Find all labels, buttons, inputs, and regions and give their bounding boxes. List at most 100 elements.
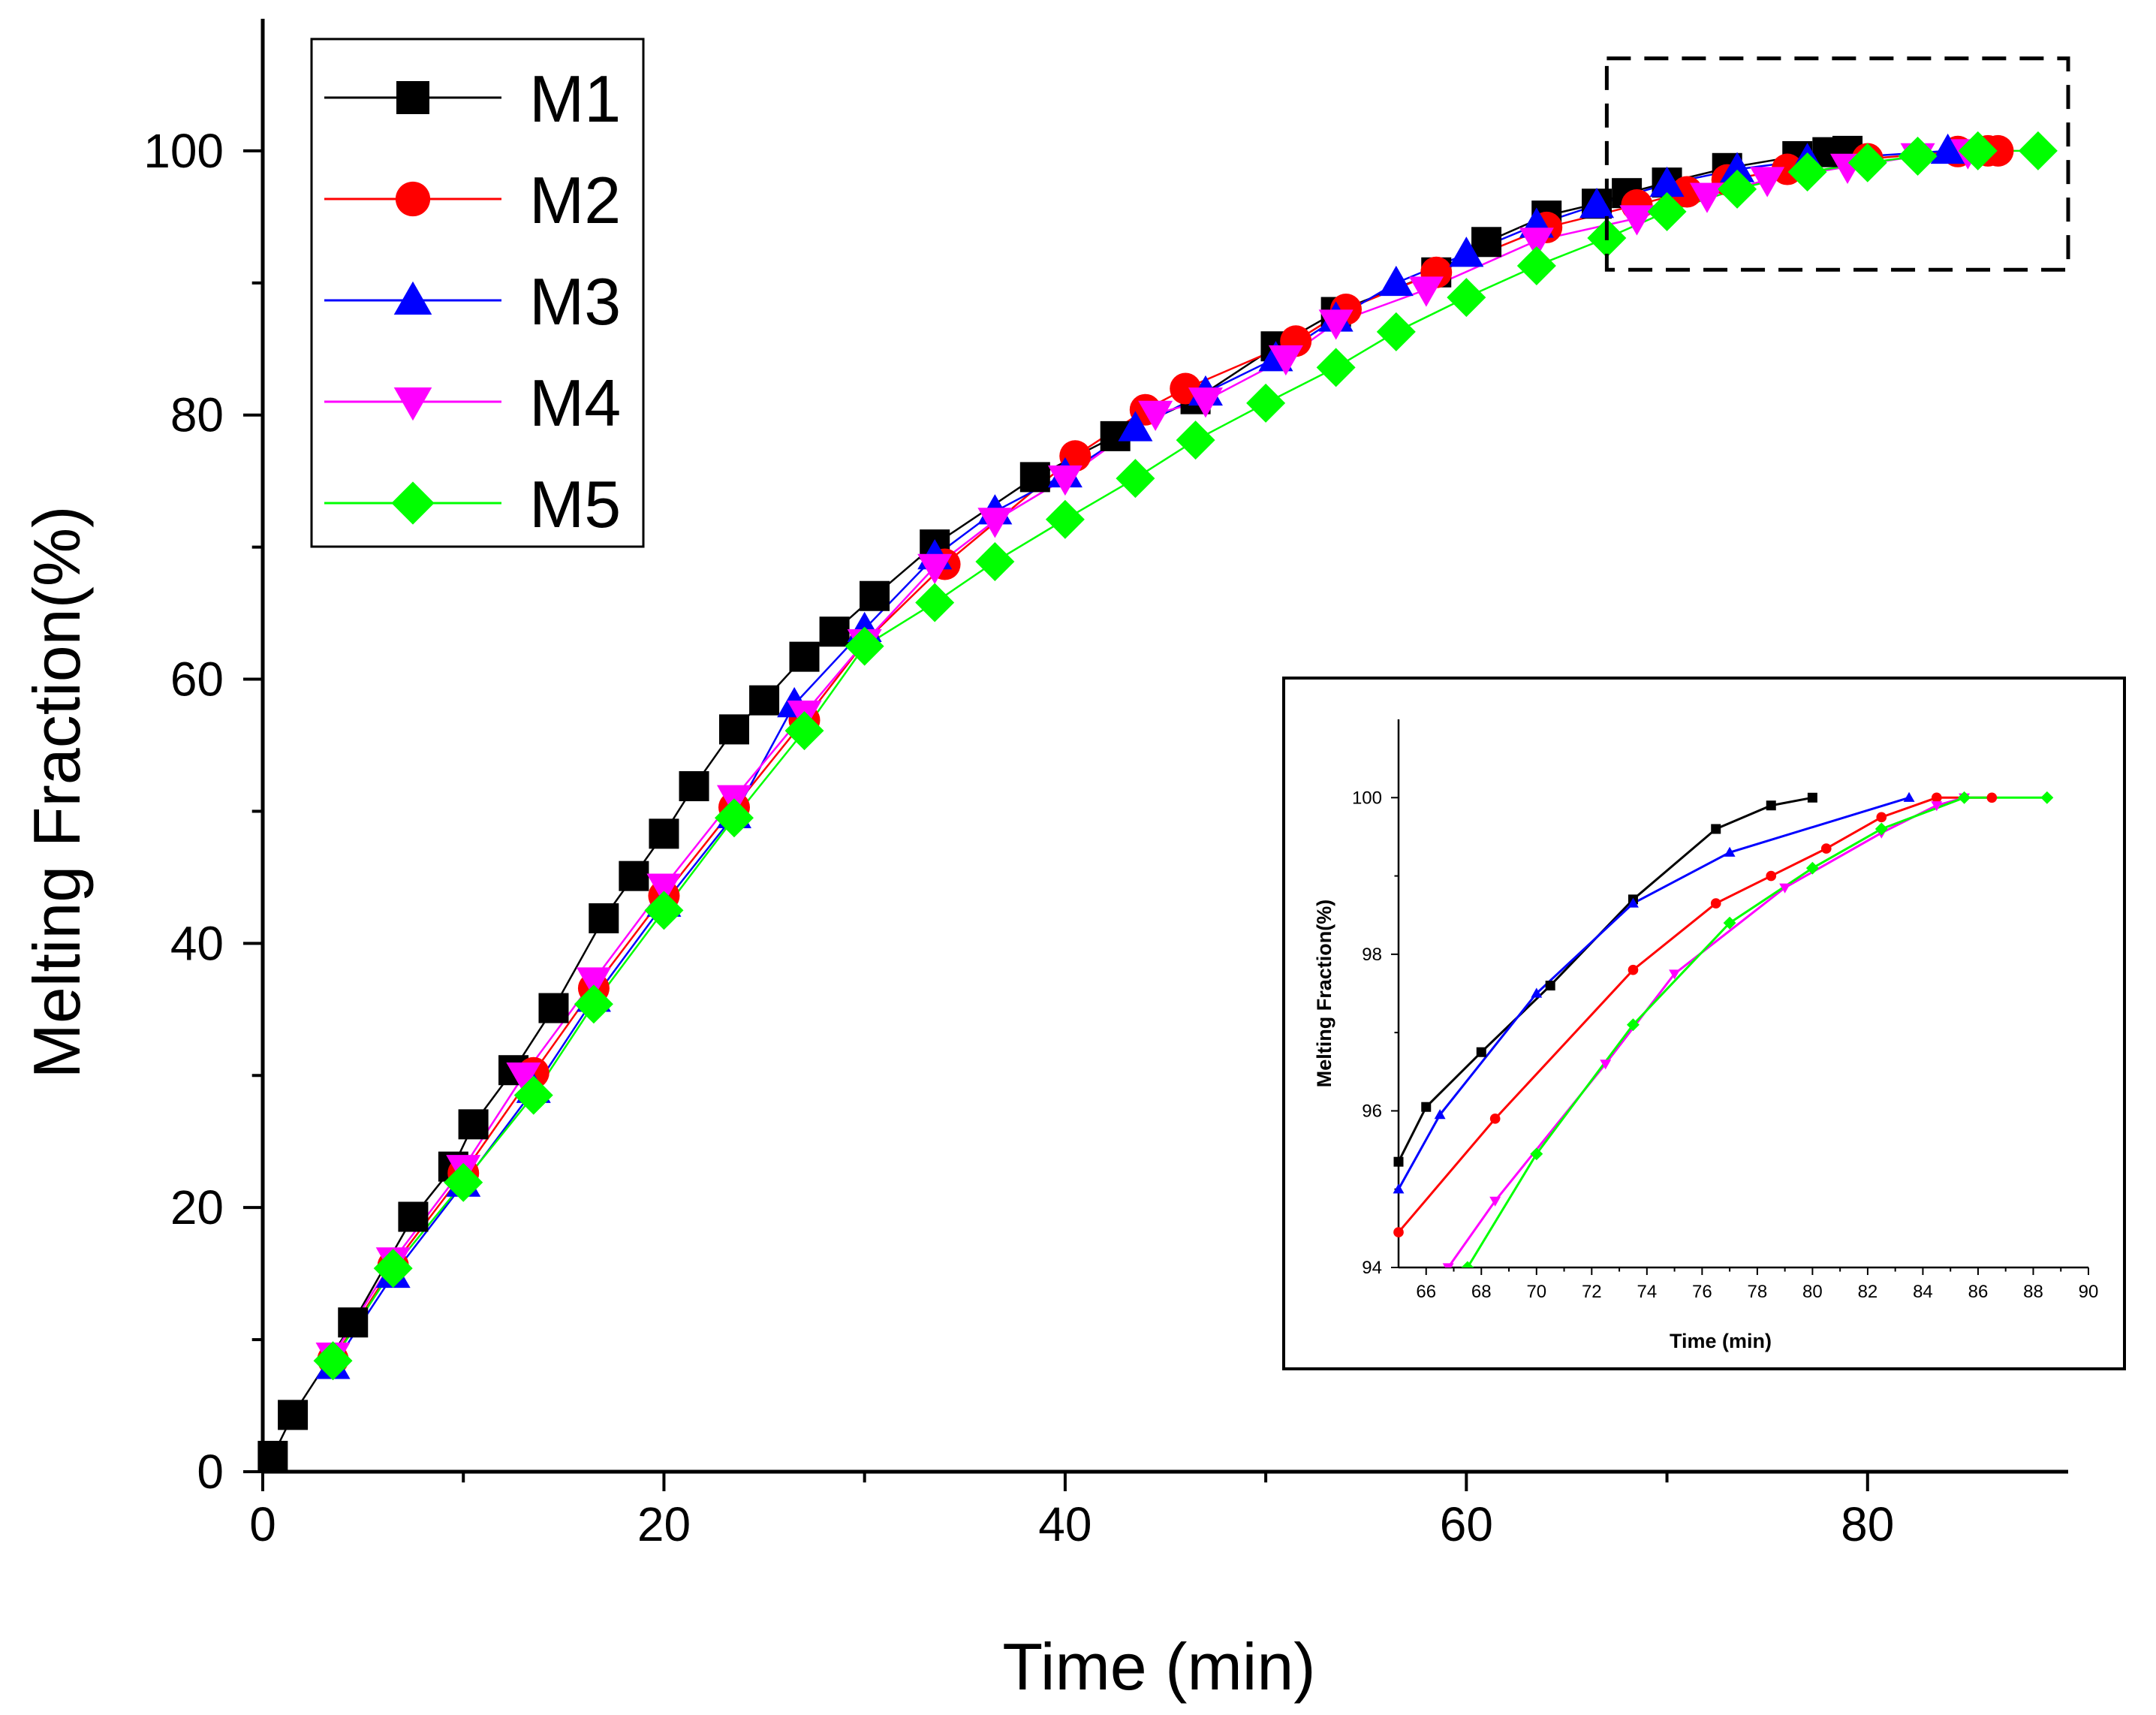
main-series-m4-point <box>917 553 953 585</box>
inset-x-tick-label: 68 <box>1471 1282 1492 1302</box>
main-series-m5-point <box>1516 246 1556 285</box>
main-series-m5-point <box>714 798 754 838</box>
main-series-m5-point <box>1787 152 1827 192</box>
inset-series-m2-point <box>1820 843 1832 854</box>
inset-series-m1-point <box>1545 981 1555 991</box>
main-y-tick-label: 40 <box>170 916 224 970</box>
inset-series-m4-point <box>1600 1059 1612 1070</box>
main-series-m5-point <box>2018 131 2058 170</box>
main-series-m1-point <box>538 993 569 1023</box>
inset-x-tick-label: 84 <box>1913 1282 1933 1302</box>
legend-m5-label: M5 <box>529 467 621 541</box>
legend-m3-marker <box>393 281 432 315</box>
main-series-m5-point <box>574 984 613 1024</box>
inset-x-tick-label: 72 <box>1582 1282 1602 1302</box>
main-series-m1-point <box>278 1400 309 1430</box>
zoom-highlight-box <box>1604 56 2070 272</box>
main-series-m2-point <box>1170 372 1202 405</box>
main-y-tick-label: 0 <box>197 1445 224 1499</box>
main-series-m1-point <box>398 1201 429 1232</box>
main-y-axis-title: Melting Fraction(%) <box>20 506 94 1079</box>
inset-x-tick-label: 80 <box>1802 1282 1823 1302</box>
inset-x-tick-label: 86 <box>1968 1282 1989 1302</box>
main-series-m5-point <box>1376 312 1416 351</box>
main-series-m5-point <box>1958 131 1998 170</box>
inset-chart: 66 68 70 72 74 76 78 80 82 84 86 88 90 94 96 98 100 Time… <box>1282 677 2126 1370</box>
main-series-m4-point <box>576 967 611 998</box>
main-series-m3-point <box>1378 265 1414 297</box>
main-series-m1-point <box>338 1307 369 1338</box>
main-series-m3-point <box>1720 152 1755 182</box>
main-series-m5-point <box>444 1162 483 1202</box>
main-series-m1-point <box>789 641 820 672</box>
main-series-m5-point <box>784 711 824 751</box>
main-series-m4-point <box>1138 400 1173 431</box>
main-series-m4-point <box>1318 309 1354 340</box>
inset-series-m4-point <box>1442 1263 1454 1267</box>
main-series-m5-point <box>1898 136 1938 176</box>
main-series-m5-point <box>845 626 884 666</box>
legend-frame <box>310 38 645 548</box>
main-y-tick-label: 100 <box>143 124 224 178</box>
main-series-m5-point <box>373 1249 413 1289</box>
inset-series-m5-point <box>2040 791 2054 804</box>
inset-series-m4-point <box>1489 1196 1501 1207</box>
main-series-m4-point <box>646 873 682 904</box>
main-series-m5-point <box>1045 499 1085 539</box>
main-x-tick-label: 80 <box>1841 1497 1894 1551</box>
inset-series-m5-point <box>1461 1261 1474 1267</box>
inset-frame <box>1282 677 2126 1370</box>
inset-series-m5-point <box>1530 1147 1543 1161</box>
main-series-m1-point <box>860 580 890 611</box>
inset-x-tick-label: 74 <box>1637 1282 1657 1302</box>
main-series-m1-point <box>458 1109 489 1140</box>
inset-series-m4-line <box>1447 796 1965 1267</box>
legend-m3-label: M3 <box>529 264 621 339</box>
inset-x-tick-label: 90 <box>2079 1282 2099 1302</box>
inset-series-markers <box>1393 791 2054 1267</box>
main-x-tick-label: 20 <box>637 1497 691 1551</box>
main-series-m4-point <box>1268 345 1303 376</box>
main-x-tick-label: 60 <box>1440 1497 1493 1551</box>
inset-x-tick-label: 66 <box>1416 1282 1436 1302</box>
inset-series-m4-point <box>1779 883 1791 894</box>
main-series-m5-point <box>513 1075 553 1115</box>
inset-series-m1-point <box>1421 1102 1432 1112</box>
main-series-m5-point <box>644 891 684 930</box>
legend-m4-marker <box>393 387 432 421</box>
main-series-m4-point <box>1408 276 1444 307</box>
inset-x-tick-label: 78 <box>1748 1282 1768 1302</box>
main-series-m4-point <box>1047 465 1083 496</box>
inset-series-lines <box>1397 796 2047 1267</box>
legend-m5-marker <box>391 481 435 525</box>
inset-x-tick-label: 82 <box>1858 1282 1878 1302</box>
inset-series-m5-line <box>1466 796 2047 1267</box>
main-series-m4-point <box>977 508 1013 538</box>
inset-series-m1-point <box>1711 824 1721 834</box>
inset-series-m5-point <box>1723 916 1736 930</box>
main-axes: 0 20 40 60 80 0 20 40 60 80 100 <box>143 19 2068 1551</box>
inset-series-m2-point <box>1489 1114 1501 1124</box>
main-series-m1-point <box>649 818 679 849</box>
legend-m1-marker <box>396 81 429 114</box>
main-series-m1-point <box>1471 227 1502 258</box>
main-series-m5-point <box>1116 459 1155 499</box>
inset-y-tick-label: 94 <box>1362 1258 1382 1278</box>
inset-y-tick-label: 98 <box>1362 945 1382 965</box>
inset-series-m5-point <box>1805 861 1819 875</box>
main-series-m1-point <box>619 861 649 891</box>
main-series-m4-point <box>506 1062 541 1093</box>
main-y-tick-label: 80 <box>170 388 224 442</box>
main-series-m1-point <box>589 903 619 933</box>
main-series-m3-point <box>1449 237 1484 267</box>
inset-series-m1-point <box>1476 1047 1486 1057</box>
main-y-tick-label: 20 <box>170 1180 224 1234</box>
inset-series-m2-point <box>1628 964 1639 975</box>
main-series-m1-point <box>1019 462 1050 493</box>
inset-series-m3-point <box>1724 846 1736 857</box>
inset-series-m4-point <box>1669 969 1681 980</box>
main-series-m5-point <box>1447 278 1486 318</box>
inset-y-tick-label: 100 <box>1352 788 1382 808</box>
main-series-m5-point <box>1647 191 1687 231</box>
